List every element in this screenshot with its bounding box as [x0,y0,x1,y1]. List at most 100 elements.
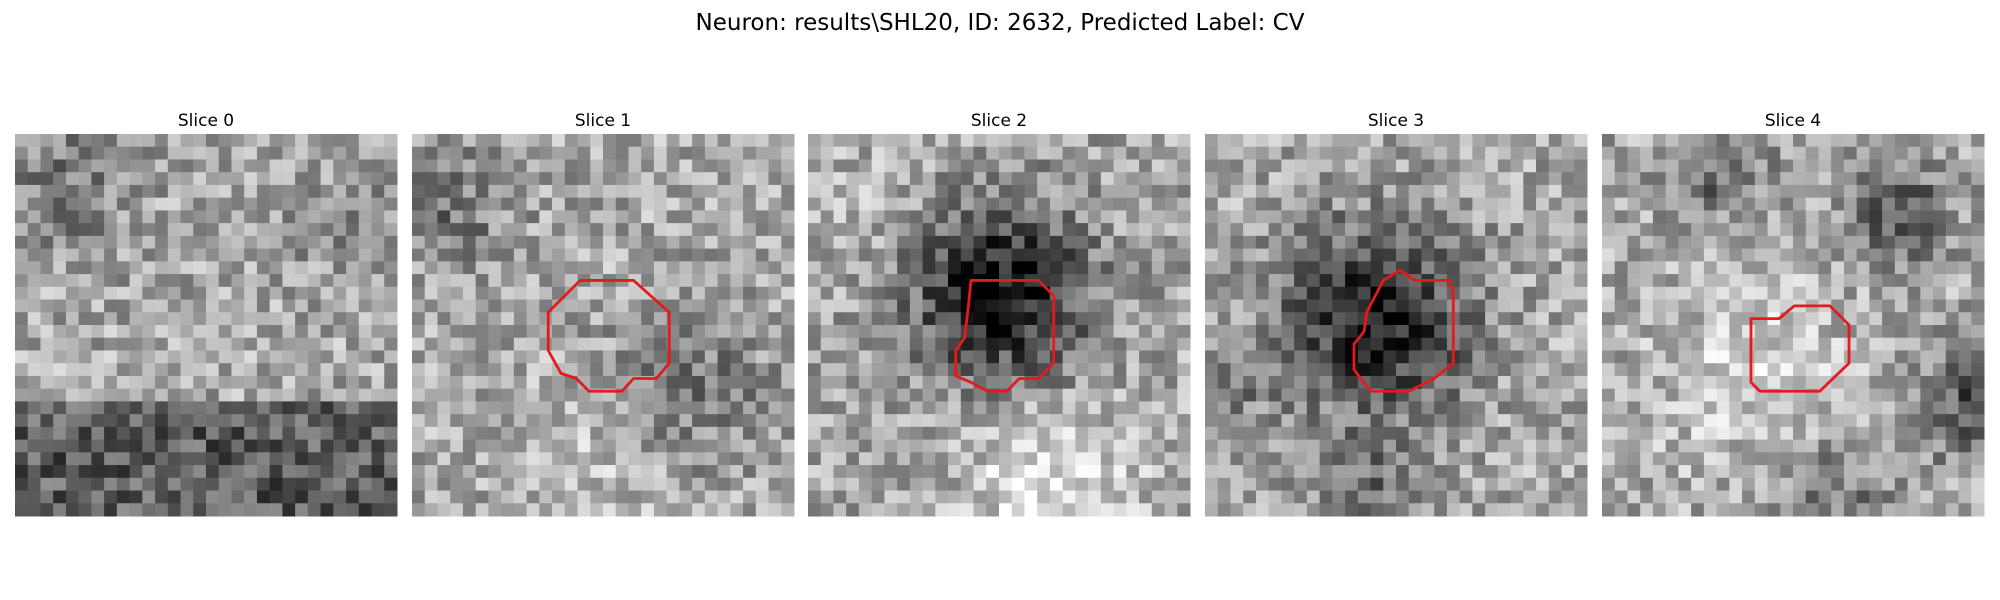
pixel [1408,184,1422,199]
pixel [1907,197,1921,211]
pixel [346,363,360,377]
pixel [155,274,169,288]
pixel [1574,337,1588,351]
pixel [1729,184,1743,199]
pixel [1574,363,1588,377]
pixel [641,223,655,237]
pixel [948,172,962,186]
pixel [1703,375,1718,390]
pixel [269,388,283,402]
pixel [960,210,975,224]
pixel [1100,197,1115,211]
pixel [1818,274,1832,288]
pixel [1126,134,1140,148]
pixel [1497,134,1512,148]
pixel [1113,134,1127,148]
pixel [1958,286,1972,301]
pixel [1805,490,1819,504]
pixel [858,324,873,339]
pixel [205,299,220,313]
pixel [1345,197,1359,211]
pixel [412,286,426,301]
pixel [935,299,949,313]
pixel [1088,261,1102,275]
contour [1749,304,1851,393]
pixel [1805,350,1819,364]
pixel [1792,274,1807,288]
pixel [1408,197,1422,211]
pixel [424,426,438,441]
pixel [53,388,67,402]
pixel [1971,261,1985,275]
pixel [897,172,911,186]
pixel [717,503,731,517]
pixel [78,401,92,415]
pixel [218,261,232,275]
pixel [730,465,744,479]
pixel [871,350,885,364]
pixel [1691,503,1705,517]
pixel [1678,337,1692,351]
pixel [590,286,604,301]
pixel [1510,490,1524,504]
pixel [590,134,604,148]
pixel [692,503,706,517]
pixel [948,414,962,428]
pixel [1472,210,1486,224]
pixel [1792,452,1807,466]
pixel [768,286,782,301]
pixel [1113,452,1127,466]
pixel [15,503,29,517]
pixel [552,426,566,441]
pixel [501,465,515,479]
pixel [602,414,617,428]
pixel [53,134,67,148]
pixel [1294,477,1308,492]
pixel [628,184,642,199]
pixel [424,350,438,364]
pixel [282,134,296,148]
pixel [1754,274,1769,288]
pixel [1139,248,1153,262]
pixel [1205,388,1219,402]
pixel [1665,324,1679,339]
pixel [78,312,92,326]
pixel [539,248,553,262]
pixel [1729,324,1743,339]
pixel [1561,159,1575,173]
pixel [450,375,464,390]
pixel [781,439,795,453]
pixel [1243,439,1257,453]
pixel [424,363,438,377]
pixel [218,274,232,288]
pixel [244,439,258,453]
pixel [1548,388,1563,402]
pixel [1446,490,1461,504]
pixel [1716,261,1730,275]
pixel [1357,146,1372,160]
pixel [577,363,591,377]
pixel [1446,235,1461,250]
pixel [384,172,398,186]
pixel [1818,477,1832,492]
pixel [846,312,860,326]
pixel [717,337,731,351]
pixel [564,452,579,466]
pixel [653,146,668,160]
pixel [666,414,680,428]
pixel [1614,210,1628,224]
pixel [40,337,54,351]
pixel [1958,363,1972,377]
pixel [820,350,834,364]
pixel [768,146,782,160]
pixel [1088,388,1102,402]
pixel [1691,452,1705,466]
pixel [1780,248,1794,262]
pixel [27,172,41,186]
pixel [897,235,911,250]
pixel [1281,286,1295,301]
pixel [193,452,207,466]
pixel [1780,324,1794,339]
pixel [1831,452,1845,466]
pixel [155,414,169,428]
